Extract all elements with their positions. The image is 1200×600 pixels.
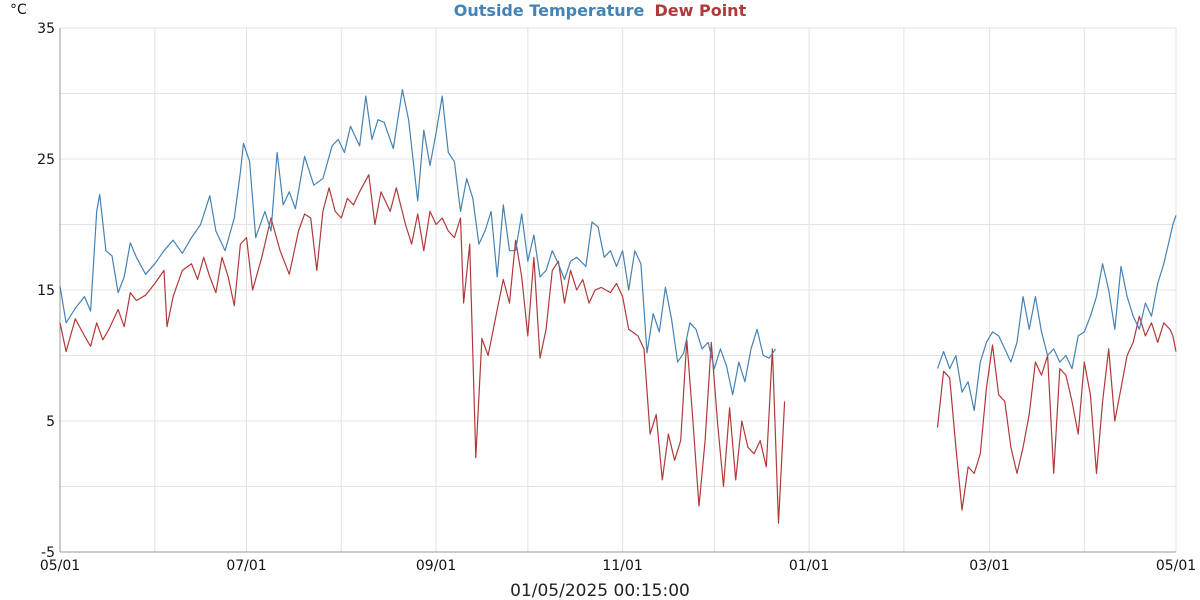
x-tick-label: 01/01 [789, 558, 829, 574]
y-tick-label: 35 [37, 21, 55, 37]
outside-temperature-line [936, 215, 1177, 412]
dew-point-line [59, 174, 786, 524]
x-tick-label: 05/01 [1156, 558, 1196, 574]
title-dew-point: Dew Point [654, 1, 746, 20]
x-tick-label: 05/01 [40, 558, 80, 574]
chart-footer-timestamp: 01/05/2025 00:15:00 [510, 581, 690, 600]
x-tick-label: 09/01 [416, 558, 456, 574]
y-tick-label: 15 [37, 283, 55, 299]
chart-title: Outside Temperature Dew Point [454, 1, 747, 20]
dew-point-line [936, 315, 1177, 511]
y-tick-label: 25 [37, 152, 55, 168]
y-axis-unit: °C [10, 2, 27, 18]
grid [59, 27, 1177, 553]
title-outside-temperature: Outside Temperature [454, 1, 645, 20]
y-axis-ticks: 35 25 15 5 -5 [37, 21, 55, 561]
series-lines [59, 89, 1177, 524]
x-tick-label: 03/01 [969, 558, 1009, 574]
x-tick-label: 07/01 [226, 558, 266, 574]
y-tick-label: 5 [46, 414, 55, 430]
y-tick-label: -5 [41, 545, 55, 561]
x-axis-ticks: 05/01 07/01 09/01 11/01 01/01 03/01 05/01 [40, 558, 1196, 574]
x-tick-label: 11/01 [602, 558, 642, 574]
outside-temperature-line [59, 89, 776, 396]
